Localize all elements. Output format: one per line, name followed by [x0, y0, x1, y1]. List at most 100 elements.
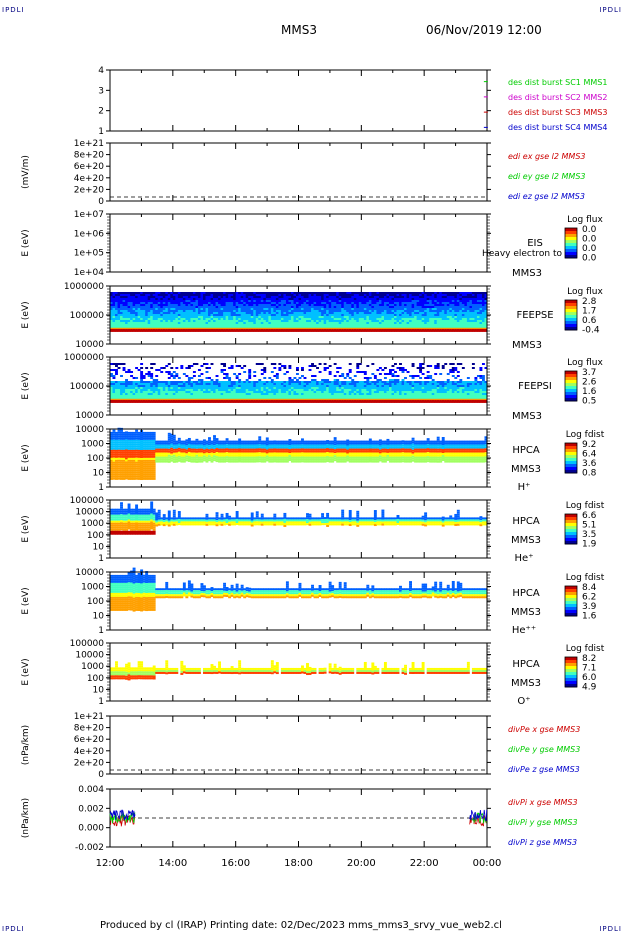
feepsi-flux-cell — [190, 365, 194, 367]
feepsi-flux-cell — [348, 369, 352, 371]
feepse-flux-cell — [431, 316, 435, 318]
feepse-flux-cell — [444, 294, 448, 296]
feepse-flux-cell — [301, 314, 304, 316]
feepse-flux-cell — [165, 326, 169, 328]
feepsi-flux-cell — [155, 369, 159, 371]
feepsi-flux-cell — [230, 385, 234, 387]
feepse-flux-cell — [353, 296, 357, 298]
feepse-flux-cell — [454, 296, 458, 298]
feepsi-flux-cell — [125, 371, 128, 373]
feepsi-flux-cell — [311, 375, 314, 377]
feepsi-flux-cell — [388, 399, 392, 403]
feepse-flux-cell — [265, 294, 269, 296]
feepse-flux-cell — [175, 294, 179, 296]
feepse-flux-cell — [255, 328, 259, 332]
feepse-flux-cell — [479, 320, 483, 322]
feepsi-flux-cell — [190, 389, 194, 391]
feepsi-flux-cell — [172, 389, 176, 391]
feepse-flux-cell — [328, 314, 332, 316]
feepse-flux-cell — [444, 328, 448, 332]
feepsi-flux-cell — [295, 387, 299, 389]
feepsi-flux-cell — [137, 393, 141, 395]
feepse-flux-cell — [290, 316, 294, 318]
feepse-flux-cell — [414, 310, 418, 312]
feepse-flux-cell — [293, 304, 297, 306]
feepse-flux-cell — [341, 296, 345, 298]
feepse-flux-cell — [386, 314, 390, 316]
feepse-flux-cell — [444, 304, 448, 306]
feepse-flux-cell — [258, 294, 262, 296]
feepse-flux-cell — [235, 327, 239, 330]
feepsi-flux-cell — [308, 395, 312, 397]
feepse-flux-cell — [192, 320, 196, 322]
feepsi-flux-cell — [140, 389, 144, 391]
feepse-flux-cell — [140, 316, 144, 318]
feepse-flux-cell — [434, 324, 438, 326]
feepsi-flux-cell — [253, 399, 257, 403]
feepsi-flux-cell — [404, 395, 407, 397]
feepsi-flux-cell — [160, 381, 164, 383]
feepse-flux-cell — [240, 308, 244, 310]
feepsi-flux-cell — [316, 399, 320, 403]
feepse-flux-cell — [343, 326, 347, 328]
feepsi-flux-cell — [353, 389, 357, 391]
feepse-flux-cell — [308, 320, 312, 322]
feepse-flux-cell — [406, 298, 410, 300]
feepse-flux-cell — [431, 294, 435, 296]
feepse-flux-cell — [122, 322, 126, 324]
feepse-flux-cell — [130, 294, 134, 296]
feepsi-flux-cell — [283, 397, 287, 399]
feepse-flux-cell — [177, 310, 181, 312]
feepse-flux-cell — [220, 298, 224, 300]
feepse-flux-cell — [202, 304, 206, 306]
feepse-flux-cell — [152, 310, 156, 312]
feepse-flux-cell — [376, 316, 380, 318]
feepsi-flux-cell — [130, 371, 134, 373]
feepse-flux-cell — [449, 326, 453, 328]
feepsi-flux-cell — [366, 381, 370, 383]
feepse-flux-cell — [484, 312, 488, 314]
feepse-flux-cell — [248, 312, 252, 314]
feepse-flux-cell — [160, 316, 164, 318]
feepsi-flux-cell — [368, 383, 372, 385]
feepse-flux-cell — [436, 294, 440, 296]
feepse-flux-cell — [238, 306, 242, 308]
feepse-flux-cell — [326, 308, 330, 310]
feepsi-flux-cell — [248, 373, 252, 375]
feepsi-flux-cell — [258, 379, 262, 381]
feepse-flux-cell — [122, 298, 126, 300]
feepse-flux-cell — [165, 300, 169, 302]
feepsi-flux-cell — [192, 397, 196, 399]
feepsi-flux-cell — [368, 381, 372, 383]
feepse-flux-cell — [476, 304, 480, 306]
feepse-flux-cell — [130, 302, 134, 304]
feepse-flux-cell — [471, 304, 475, 306]
feepse-flux-cell — [421, 292, 425, 294]
feepsi-flux-cell — [421, 398, 425, 401]
feepse-colorbar-cell — [565, 312, 577, 316]
feepse-flux-cell — [170, 296, 174, 298]
feepsi-flux-cell — [268, 395, 272, 397]
feepse-flux-cell — [283, 300, 287, 302]
feepse-flux-cell — [273, 304, 277, 306]
feepse-flux-cell — [230, 320, 234, 322]
feepse-flux-cell — [351, 310, 355, 312]
feepsi-flux-cell — [165, 385, 169, 387]
feepse-flux-cell — [361, 306, 365, 308]
feepse-flux-cell — [200, 326, 204, 328]
feepse-flux-cell — [338, 320, 342, 322]
feepse-flux-cell — [321, 298, 325, 300]
feepsi-flux-cell — [180, 385, 184, 387]
feepsi-flux-cell — [404, 391, 407, 393]
feepse-flux-cell — [424, 324, 428, 326]
feepse-flux-cell — [449, 328, 453, 332]
feepsi-flux-cell — [313, 393, 317, 395]
feepsi-flux-cell — [318, 398, 322, 401]
feepse-flux-cell — [323, 318, 327, 320]
feepsi-flux-cell — [238, 381, 242, 383]
feepse-flux-cell — [155, 327, 159, 330]
feepse-flux-cell — [378, 298, 382, 300]
feepse-flux-cell — [394, 324, 397, 326]
feepse-flux-cell — [404, 312, 407, 314]
feepse-flux-cell — [233, 296, 237, 298]
